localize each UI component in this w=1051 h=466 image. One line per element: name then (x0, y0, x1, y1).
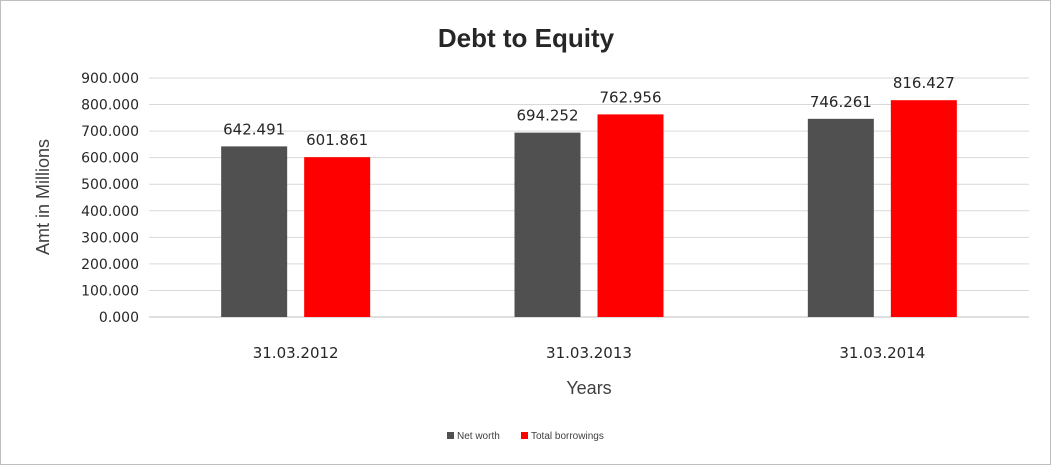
x-tick-label: 31.03.2013 (546, 344, 632, 362)
y-tick-label: 700.000 (81, 124, 139, 140)
legend: Net worth Total borrowings (447, 431, 604, 442)
legend-swatch (447, 432, 454, 439)
legend-swatch (521, 432, 528, 439)
x-tick-label: 31.03.2014 (839, 344, 925, 362)
data-label: 746.261 (810, 93, 872, 111)
bar-net-worth (221, 146, 288, 317)
x-axis-title: Years (566, 378, 611, 398)
data-label: 642.491 (223, 120, 285, 138)
legend-item-total-borrowings: Total borrowings (521, 431, 604, 442)
bar-total-borrowings (597, 114, 664, 317)
data-labels: 642.491 601.861 694.252 762.956 746.261 816.4… (223, 74, 955, 149)
legend-label: Total borrowings (531, 431, 604, 442)
bars (221, 100, 957, 318)
data-label: 762.956 (599, 88, 661, 106)
y-tick-label: 200.000 (81, 257, 139, 273)
y-tick-label: 600.000 (81, 151, 139, 167)
y-tick-label: 100.000 (81, 283, 139, 299)
data-label: 601.861 (306, 131, 368, 149)
chart-title: Debt to Equity (438, 23, 615, 53)
y-tick-label: 900.000 (81, 71, 139, 87)
y-tick-label: 500.000 (81, 177, 139, 193)
y-tick-label: 800.000 (81, 98, 139, 114)
y-axis-title: Amt in Millions (33, 139, 53, 255)
x-axis-categories: 31.03.2012 31.03.2013 31.03.2014 (253, 344, 926, 362)
data-label: 694.252 (516, 107, 578, 125)
gridlines (149, 77, 1029, 318)
legend-label: Net worth (457, 431, 500, 442)
bar-total-borrowings (304, 157, 371, 317)
x-tick-label: 31.03.2012 (253, 344, 339, 362)
bar-total-borrowings (890, 100, 957, 318)
y-tick-label: 400.000 (81, 204, 139, 220)
bar-net-worth (514, 132, 581, 317)
y-tick-label: 0.000 (99, 310, 139, 326)
y-tick-label: 300.000 (81, 230, 139, 246)
y-axis-ticks: 0.000 100.000 200.000 300.000 400.000 500.000… (81, 71, 139, 326)
legend-item-net-worth: Net worth (447, 431, 500, 442)
bar-net-worth (807, 118, 874, 317)
data-label: 816.427 (893, 74, 955, 92)
